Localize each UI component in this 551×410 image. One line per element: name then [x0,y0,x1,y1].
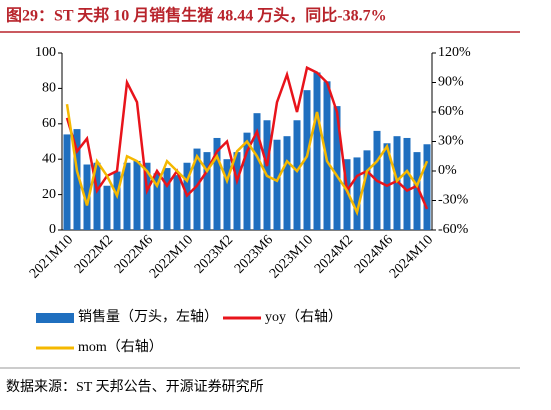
y2-tick-label: -30% [438,193,469,208]
bar [123,162,131,230]
bar [363,150,371,230]
x-tick-label: 2024M2 [312,232,356,276]
legend-swatch [36,313,74,323]
y-tick-label: 40 [42,151,56,166]
legend-label: mom（右轴） [78,339,163,355]
y2-tick-label: -60% [438,222,469,237]
bar [63,134,71,230]
bar [133,160,141,230]
x-tick-label: 2023M2 [192,232,236,276]
bar [203,152,211,230]
source: 数据来源：ST 天邦公告、开源证券研究所 [6,379,264,395]
line [65,103,429,217]
bar [233,152,241,230]
bar [403,137,411,230]
y2-tick-label: 90% [438,75,464,90]
bar [273,139,281,230]
bar [93,162,101,230]
y2-tick-label: 30% [438,134,464,149]
bar [303,90,311,230]
bar [293,120,301,230]
bar [173,175,181,230]
chart-title: 图29：ST 天邦 10 月销售生猪 48.44 万头，同比-38.7% [6,6,387,25]
bar [73,129,81,230]
x-tick-label: 2021M10 [27,232,76,281]
bar [223,159,231,230]
x-tick-label: 2022M2 [72,232,116,276]
bar [353,157,361,230]
x-tick-label: 2022M10 [147,232,196,281]
bar [253,113,261,230]
bar [283,136,291,230]
bar [413,152,421,230]
legend-label: yoy（右轴） [265,309,342,325]
y-tick-label: 80 [42,81,56,96]
y-tick-label: 20 [42,187,56,202]
bar [103,185,111,230]
y-tick-label: 100 [35,45,56,60]
y-tick-label: 0 [49,222,56,237]
bar [213,137,221,230]
y-tick-label: 60 [42,116,56,131]
bar [113,171,121,230]
bar [393,136,401,230]
bar [193,148,201,230]
bar [153,173,161,230]
bar [343,159,351,230]
bar [313,72,321,230]
bar [423,144,431,230]
bar [163,168,171,230]
bar [243,132,251,230]
legend-label: 销售量（万头，左轴） [78,309,218,325]
bar [83,164,91,230]
bar [143,162,151,230]
y2-tick-label: 120% [438,45,471,60]
y2-tick-label: 0% [438,163,457,178]
x-tick-label: 2024M10 [387,232,436,281]
x-tick-label: 2023M10 [267,232,316,281]
y2-tick-label: 60% [438,104,464,119]
bar [333,106,341,230]
